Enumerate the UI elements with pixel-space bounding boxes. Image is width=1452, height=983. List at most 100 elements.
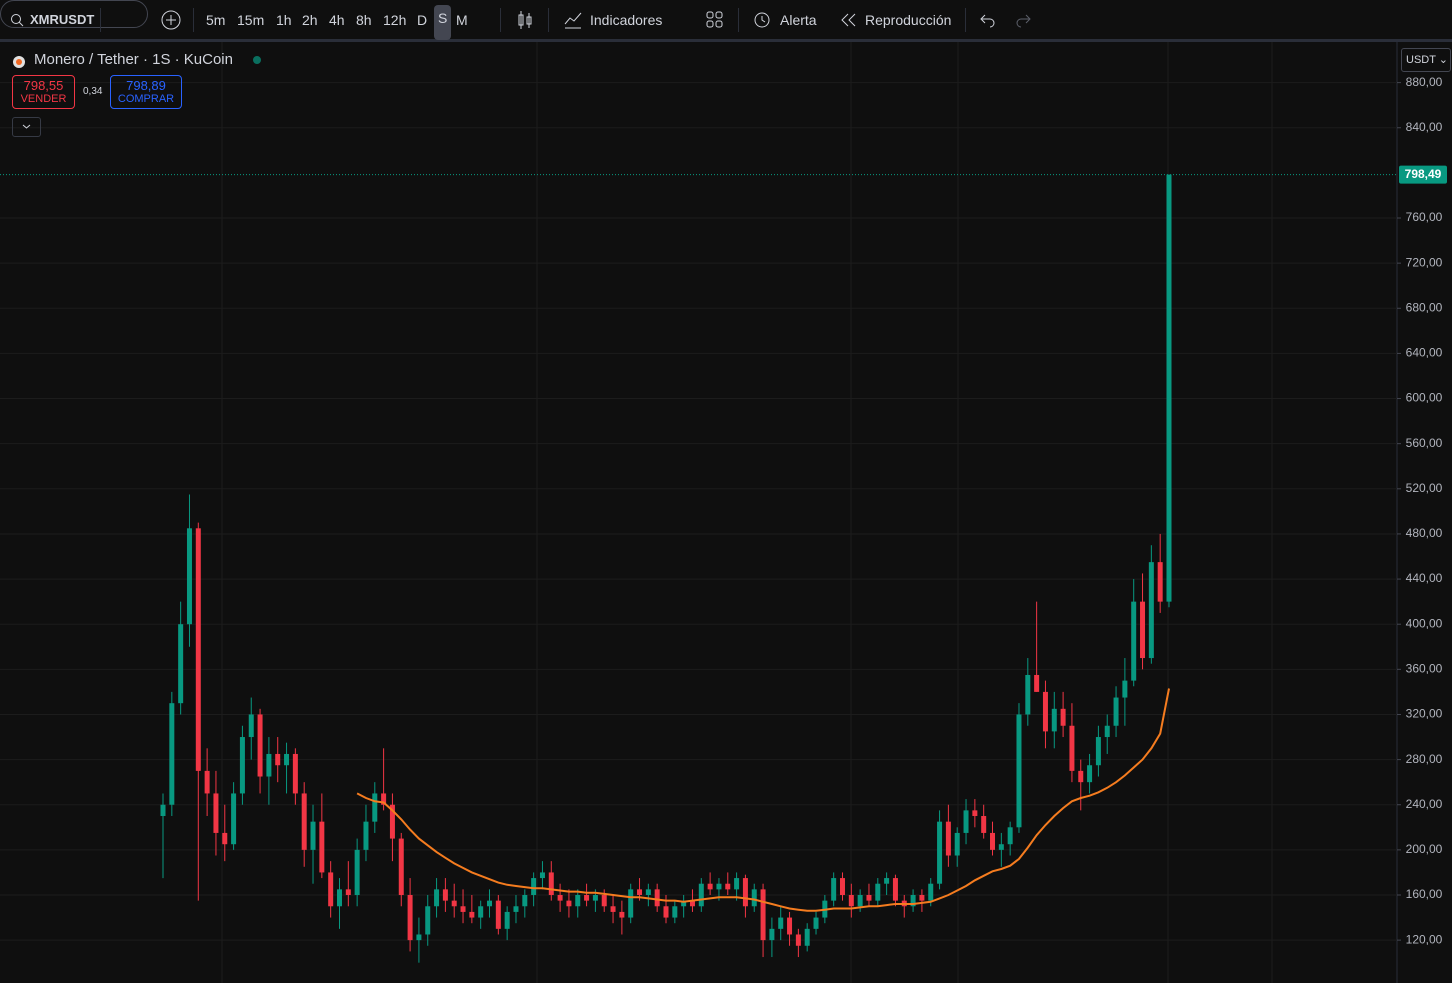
candle-body: [434, 889, 440, 907]
candle-body: [672, 906, 678, 918]
currency-selector[interactable]: USDT ⌄: [1401, 48, 1451, 72]
candle-body: [1087, 765, 1093, 783]
y-tick-label: 120,00: [1406, 932, 1443, 946]
candle-body: [407, 894, 413, 941]
candle-body: [239, 737, 245, 794]
candle-body: [531, 878, 537, 895]
symbol-search[interactable]: [0, 0, 148, 28]
candle-body: [1104, 725, 1110, 738]
candle-body: [592, 894, 598, 901]
candle-body: [937, 821, 943, 884]
chart-type[interactable]: [516, 10, 534, 30]
y-tick-label: 160,00: [1406, 887, 1443, 901]
timeframe[interactable]: 2h: [302, 12, 318, 28]
candle-body: [804, 928, 810, 946]
timeframe[interactable]: 5m: [206, 12, 226, 28]
indicators[interactable]: Indicadores: [590, 12, 663, 28]
candle-body: [1060, 708, 1066, 726]
candle-body: [725, 883, 731, 890]
timeframe[interactable]: 4h: [329, 12, 345, 28]
collapse-legend[interactable]: [12, 117, 41, 137]
candle-body: [178, 624, 184, 704]
timeframe[interactable]: M: [456, 12, 468, 28]
alert[interactable]: Alerta: [780, 12, 817, 28]
candle-body: [495, 900, 501, 929]
candle-body: [839, 878, 845, 895]
timeframe[interactable]: D: [417, 12, 428, 28]
y-tick-label: 440,00: [1406, 571, 1443, 585]
buy-button[interactable]: 798,89 COMPRAR: [110, 75, 182, 109]
candle-body: [275, 753, 281, 766]
timeframe[interactable]: 8h: [356, 12, 372, 28]
candle-body: [539, 872, 545, 879]
candle-body: [751, 889, 757, 907]
y-tick-label: 320,00: [1406, 707, 1443, 721]
candle-body: [945, 821, 951, 856]
currency: USDT: [1406, 54, 1436, 66]
candle-body: [460, 906, 466, 912]
candle-body: [919, 894, 925, 901]
time-grid: [221, 42, 1273, 983]
candle-body: [645, 889, 651, 895]
candle-body: [795, 934, 801, 946]
candle-body: [742, 878, 748, 907]
candle-body: [963, 810, 969, 833]
candle-body: [910, 894, 916, 907]
candle-body: [1034, 674, 1040, 692]
candle-body: [513, 906, 519, 912]
timeframe[interactable]: S: [434, 5, 452, 40]
candle-body: [619, 911, 625, 918]
candle-body: [416, 934, 422, 941]
buy-label: COMPRAR: [117, 93, 175, 105]
y-tick-label: 200,00: [1406, 842, 1443, 856]
candle-body: [425, 906, 431, 935]
candle-body: [892, 878, 898, 901]
candle-body: [292, 753, 298, 794]
y-tick-label: 840,00: [1406, 120, 1443, 134]
candle-body: [1122, 680, 1128, 698]
undo[interactable]: [978, 12, 996, 28]
sell-button[interactable]: 798,55 VENDER: [12, 75, 75, 109]
y-tick-label: 480,00: [1406, 526, 1443, 540]
replay-icon: [841, 13, 856, 27]
symbol[interactable]: XMRUSDT: [30, 12, 95, 27]
candle-body: [875, 883, 881, 901]
candle-body: [1166, 174, 1172, 602]
candle-body: [160, 804, 166, 817]
candle-body: [1157, 562, 1163, 602]
candle-body: [186, 528, 192, 625]
y-tick-label: 640,00: [1406, 346, 1443, 360]
y-tick-label: 760,00: [1406, 210, 1443, 224]
candle-body: [257, 714, 263, 777]
candle-body: [1140, 601, 1146, 659]
candle-body: [813, 917, 819, 929]
timeframe[interactable]: 15m: [237, 12, 265, 28]
candle-body: [654, 889, 660, 907]
timeframe[interactable]: 12h: [383, 12, 407, 28]
candle-body: [681, 900, 687, 907]
candle-body: [1016, 714, 1022, 828]
candle-body: [284, 753, 290, 766]
y-tick-label: 600,00: [1406, 391, 1443, 405]
candle-body: [1069, 725, 1075, 771]
layouts[interactable]: [705, 10, 725, 30]
candle-body: [778, 917, 784, 929]
candle-body: [760, 889, 766, 941]
candle-body: [663, 906, 669, 918]
replay[interactable]: Reproducción: [865, 12, 952, 28]
spread: 0,34: [83, 86, 103, 97]
candle-body: [398, 838, 404, 895]
candle-body: [998, 844, 1004, 850]
candle-body: [451, 900, 457, 907]
candle-body: [1078, 770, 1084, 783]
redo[interactable]: [1015, 12, 1033, 28]
candle-body: [787, 917, 793, 935]
candle-body: [354, 849, 360, 895]
candle-body: [972, 810, 978, 817]
candle-body: [628, 889, 634, 918]
candle-body: [734, 878, 740, 890]
timeframe[interactable]: 1h: [276, 12, 292, 28]
add-symbol[interactable]: [160, 9, 182, 31]
candle-body: [866, 894, 872, 901]
search-icon: [11, 14, 24, 27]
